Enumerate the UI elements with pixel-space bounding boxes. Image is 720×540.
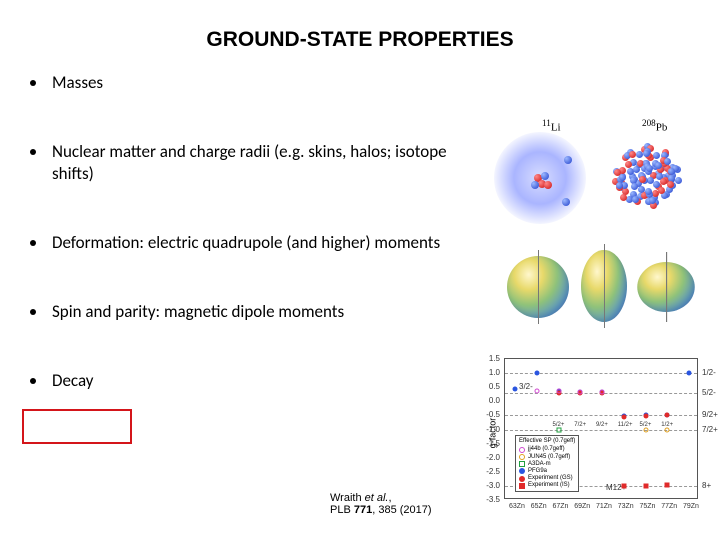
bullet-text: Spin and parity: magnetic dipole moments <box>52 301 344 322</box>
figure-nuclei: 11Li 208Pb <box>494 130 694 225</box>
citation: Wraith et al., PLB 771, 385 (2017) <box>330 492 432 516</box>
plot-frame: 1/2-5/2-9/2+7/2+8+-3.5-3.0-2.5-2.0-1.5-1… <box>504 358 698 499</box>
bullet-text: Masses <box>52 72 103 93</box>
ellipsoid-spherical <box>507 256 569 318</box>
highlight-box-decay <box>22 409 132 444</box>
ellipsoid-oblate <box>637 262 695 312</box>
citation-etal: et al. <box>365 492 389 504</box>
bullet-decay: Decay <box>30 370 480 391</box>
bullet-text: Deformation: electric quadrupole (and hi… <box>52 232 440 253</box>
bullet-text: Nuclear matter and charge radii (e.g. sk… <box>52 141 480 184</box>
citation-page: , 385 (2017) <box>372 504 431 516</box>
figure-gfactor-plot: g-factor 1/2-5/2-9/2+7/2+8+-3.5-3.0-2.5-… <box>476 340 706 525</box>
bullet-masses: Masses <box>30 72 480 93</box>
bullet-text: Decay <box>52 370 94 391</box>
citation-author: Wraith <box>330 492 365 504</box>
bullet-spin-parity: Spin and parity: magnetic dipole moments <box>30 301 480 322</box>
bullet-deformation: Deformation: electric quadrupole (and hi… <box>30 232 480 253</box>
citation-volume: 771 <box>354 504 372 516</box>
citation-journal: PLB <box>330 504 354 516</box>
label-pb208: 208Pb <box>642 118 667 134</box>
slide-title: GROUND-STATE PROPERTIES <box>0 0 720 72</box>
bullet-radii: Nuclear matter and charge radii (e.g. sk… <box>30 141 480 184</box>
ellipsoid-prolate <box>581 250 627 322</box>
figure-deformation <box>507 248 692 323</box>
